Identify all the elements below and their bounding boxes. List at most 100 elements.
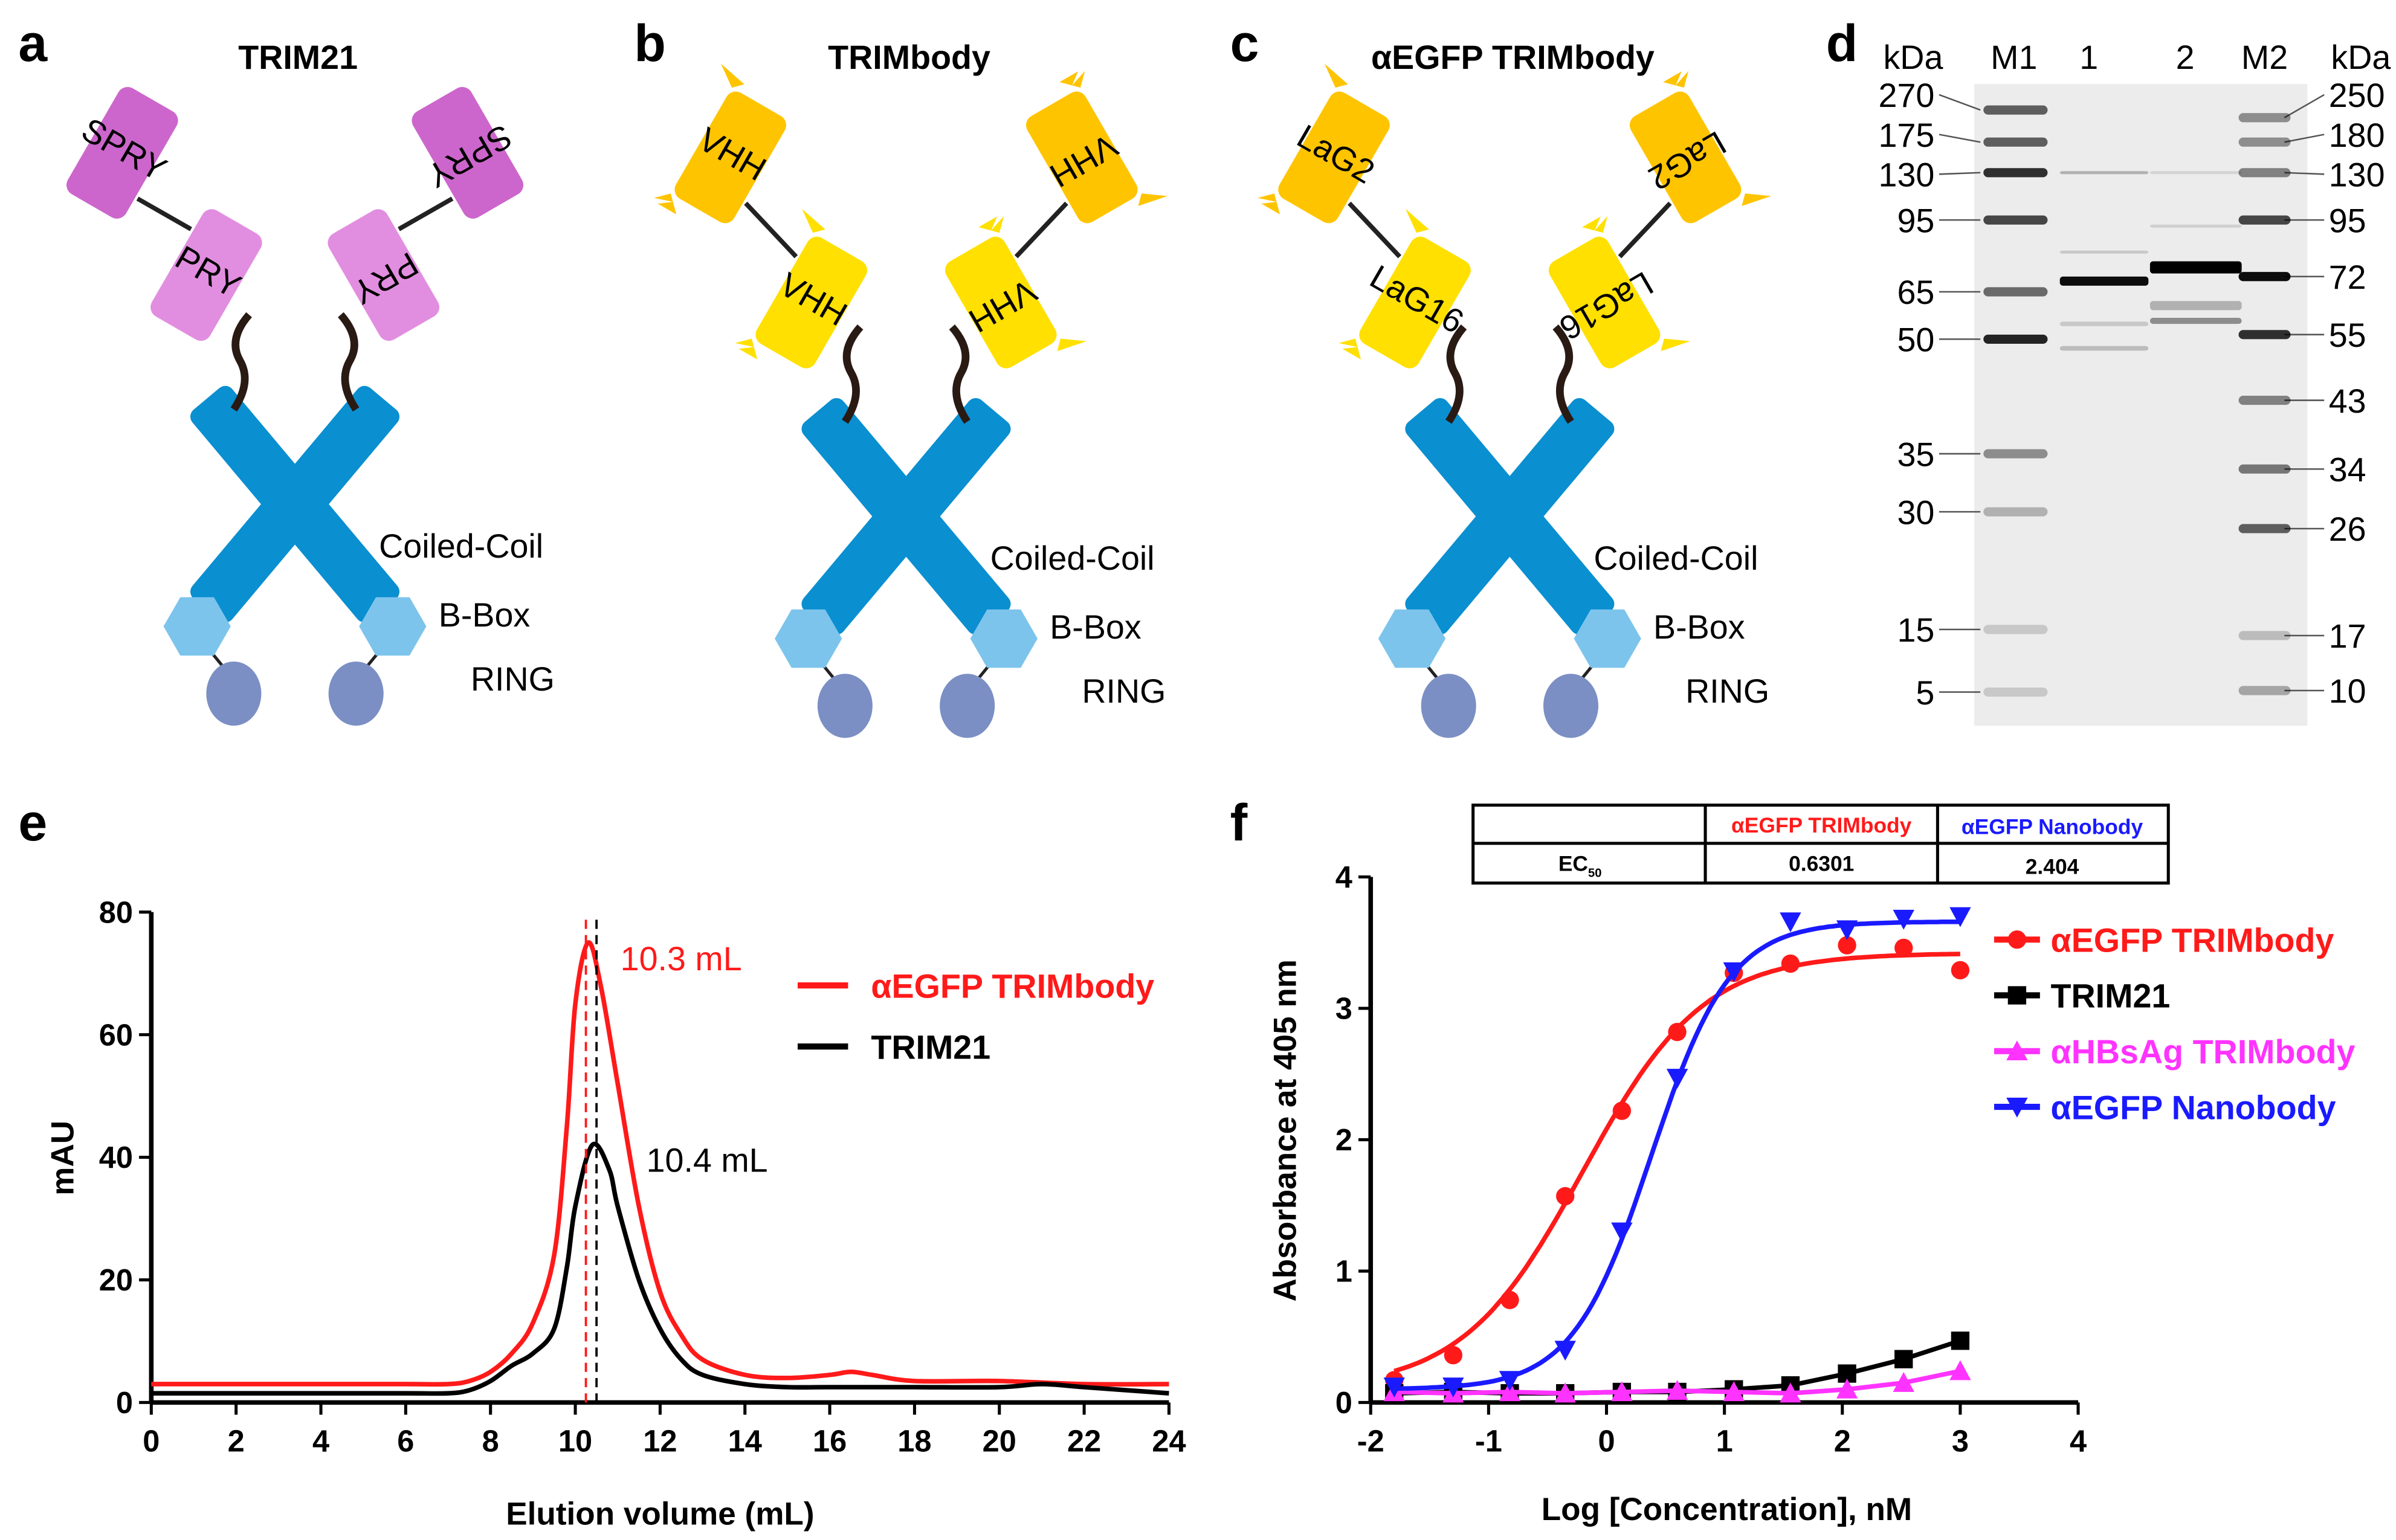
m2-band bbox=[2238, 464, 2291, 474]
m1-band bbox=[1983, 215, 2048, 225]
m2-band bbox=[2238, 113, 2291, 123]
inner-domain-right: LaG16 bbox=[1338, 208, 1471, 369]
b-box-right bbox=[1574, 609, 1641, 668]
m2-band bbox=[2238, 272, 2291, 282]
data-point bbox=[1780, 1382, 1801, 1403]
marker-label-left: 50 bbox=[1897, 321, 1934, 359]
marker-label-left: 175 bbox=[1879, 117, 1935, 154]
data-point bbox=[1554, 1382, 1576, 1403]
ring-label: RING bbox=[1082, 672, 1166, 710]
y-axis-label: mAU bbox=[45, 1121, 80, 1196]
data-point bbox=[1949, 907, 1971, 927]
linker bbox=[136, 196, 192, 231]
panel-letter-d: d bbox=[1826, 14, 1858, 72]
marker-label-right: 130 bbox=[2329, 156, 2385, 194]
x-tick-label: 4 bbox=[312, 1423, 329, 1458]
panel-letter-e: e bbox=[18, 794, 47, 852]
x-tick-label: 10 bbox=[558, 1423, 592, 1458]
m2-band bbox=[2238, 168, 2291, 178]
y-tick-label: 20 bbox=[99, 1263, 133, 1297]
m1-band bbox=[1983, 449, 2048, 459]
series-line-1 bbox=[151, 1141, 1169, 1396]
domain-body bbox=[412, 86, 524, 219]
x-tick-label: 0 bbox=[143, 1423, 160, 1458]
b-box-left bbox=[775, 609, 842, 668]
y-axis-label: Absorbance at 405 nm bbox=[1267, 959, 1303, 1302]
inner-domain-right: PRY bbox=[150, 209, 262, 341]
data-point bbox=[1666, 1380, 1688, 1400]
sample-band bbox=[2149, 171, 2242, 175]
marker-label-right: 26 bbox=[2329, 511, 2366, 548]
data-point bbox=[1612, 1101, 1632, 1120]
data-point bbox=[1611, 1222, 1633, 1243]
y-tick-label: 80 bbox=[99, 895, 133, 929]
y-tick-label: 0 bbox=[1335, 1385, 1352, 1420]
inner-domain-left: LaG16 bbox=[1548, 216, 1691, 369]
sds-page-gel: kDa M1 1 2 M2 kDa 2701751309565503530155… bbox=[1879, 39, 2391, 726]
marker-label-right: 17 bbox=[2329, 617, 2366, 655]
sample-band bbox=[2059, 276, 2149, 286]
b-box-right bbox=[970, 609, 1038, 668]
marker-label-left: 270 bbox=[1879, 77, 1935, 114]
x-tick-label: 12 bbox=[643, 1423, 677, 1458]
linker bbox=[230, 312, 253, 412]
y-tick-label: 1 bbox=[1335, 1254, 1352, 1289]
linker bbox=[1552, 324, 1574, 424]
elisa-binding-chart: -2 -1 0 1 2 3 4 0 1 2 3 4 Log [Concentration], nM Abs… bbox=[1267, 860, 2355, 1527]
y-tick-label: 0 bbox=[116, 1385, 133, 1420]
data-point bbox=[1780, 912, 1801, 933]
domain-body bbox=[1359, 236, 1471, 369]
coiled-coil-label: Coiled-Coil bbox=[990, 540, 1155, 577]
ring-domain-left bbox=[817, 674, 873, 738]
m1-band bbox=[1983, 287, 2048, 297]
sample-band bbox=[2059, 321, 2149, 326]
marker-label-right: 95 bbox=[2329, 202, 2366, 239]
domain-body bbox=[1278, 91, 1390, 224]
data-point bbox=[1781, 954, 1800, 973]
ring-domain-left bbox=[206, 661, 262, 726]
m1-band bbox=[1983, 168, 2048, 178]
m2-band bbox=[2238, 631, 2291, 640]
data-point bbox=[1894, 1350, 1913, 1368]
m2-band bbox=[2238, 215, 2291, 225]
lane-label-m1: M1 bbox=[1991, 39, 2037, 76]
domain-body bbox=[755, 236, 868, 369]
ring-label: RING bbox=[471, 660, 555, 698]
marker-label-right: 10 bbox=[2329, 672, 2366, 710]
ec-text: EC bbox=[1558, 851, 1588, 875]
x-tick-label: -2 bbox=[1357, 1423, 1384, 1458]
m2-band bbox=[2238, 330, 2291, 340]
domain-body bbox=[328, 209, 439, 341]
linker bbox=[842, 324, 864, 424]
data-point bbox=[1499, 1371, 1521, 1391]
table-value-nanobody: 2.404 bbox=[2026, 854, 2079, 878]
data-point bbox=[1838, 936, 1856, 955]
panel-letter-b: b bbox=[634, 14, 666, 72]
marker-label-left: 95 bbox=[1897, 202, 1934, 239]
m2-band bbox=[2238, 395, 2291, 405]
cdr-loops bbox=[1582, 216, 1691, 352]
x-tick-label: 4 bbox=[2070, 1423, 2087, 1458]
linker bbox=[1445, 324, 1467, 424]
lane-label-2: 2 bbox=[2176, 39, 2195, 76]
sample-band bbox=[2059, 171, 2149, 175]
data-point bbox=[1500, 1290, 1519, 1309]
panel-title: αEGFP TRIMbody bbox=[1371, 39, 1655, 76]
ring-domain-left bbox=[1421, 674, 1476, 738]
marker-label-left: 5 bbox=[1916, 674, 1934, 712]
cdr-loops bbox=[1338, 208, 1429, 360]
data-point bbox=[1723, 962, 1745, 982]
y-tick-label: 3 bbox=[1335, 991, 1352, 1026]
data-point bbox=[1893, 909, 1914, 930]
marker-label-right: 43 bbox=[2329, 382, 2366, 420]
table-row-label: EC50 bbox=[1558, 851, 1602, 880]
b-box-label: B-Box bbox=[439, 596, 531, 634]
b-box-right bbox=[359, 597, 427, 656]
marker-tick bbox=[1939, 172, 1981, 175]
ec50-table: αEGFP TRIMbody αEGFP Nanobody EC50 0.630… bbox=[1471, 804, 2170, 885]
marker-label-right: 180 bbox=[2329, 117, 2385, 154]
lane-label-kda-right: kDa bbox=[2331, 39, 2391, 76]
coiled-coil-label: Coiled-Coil bbox=[1594, 540, 1758, 577]
